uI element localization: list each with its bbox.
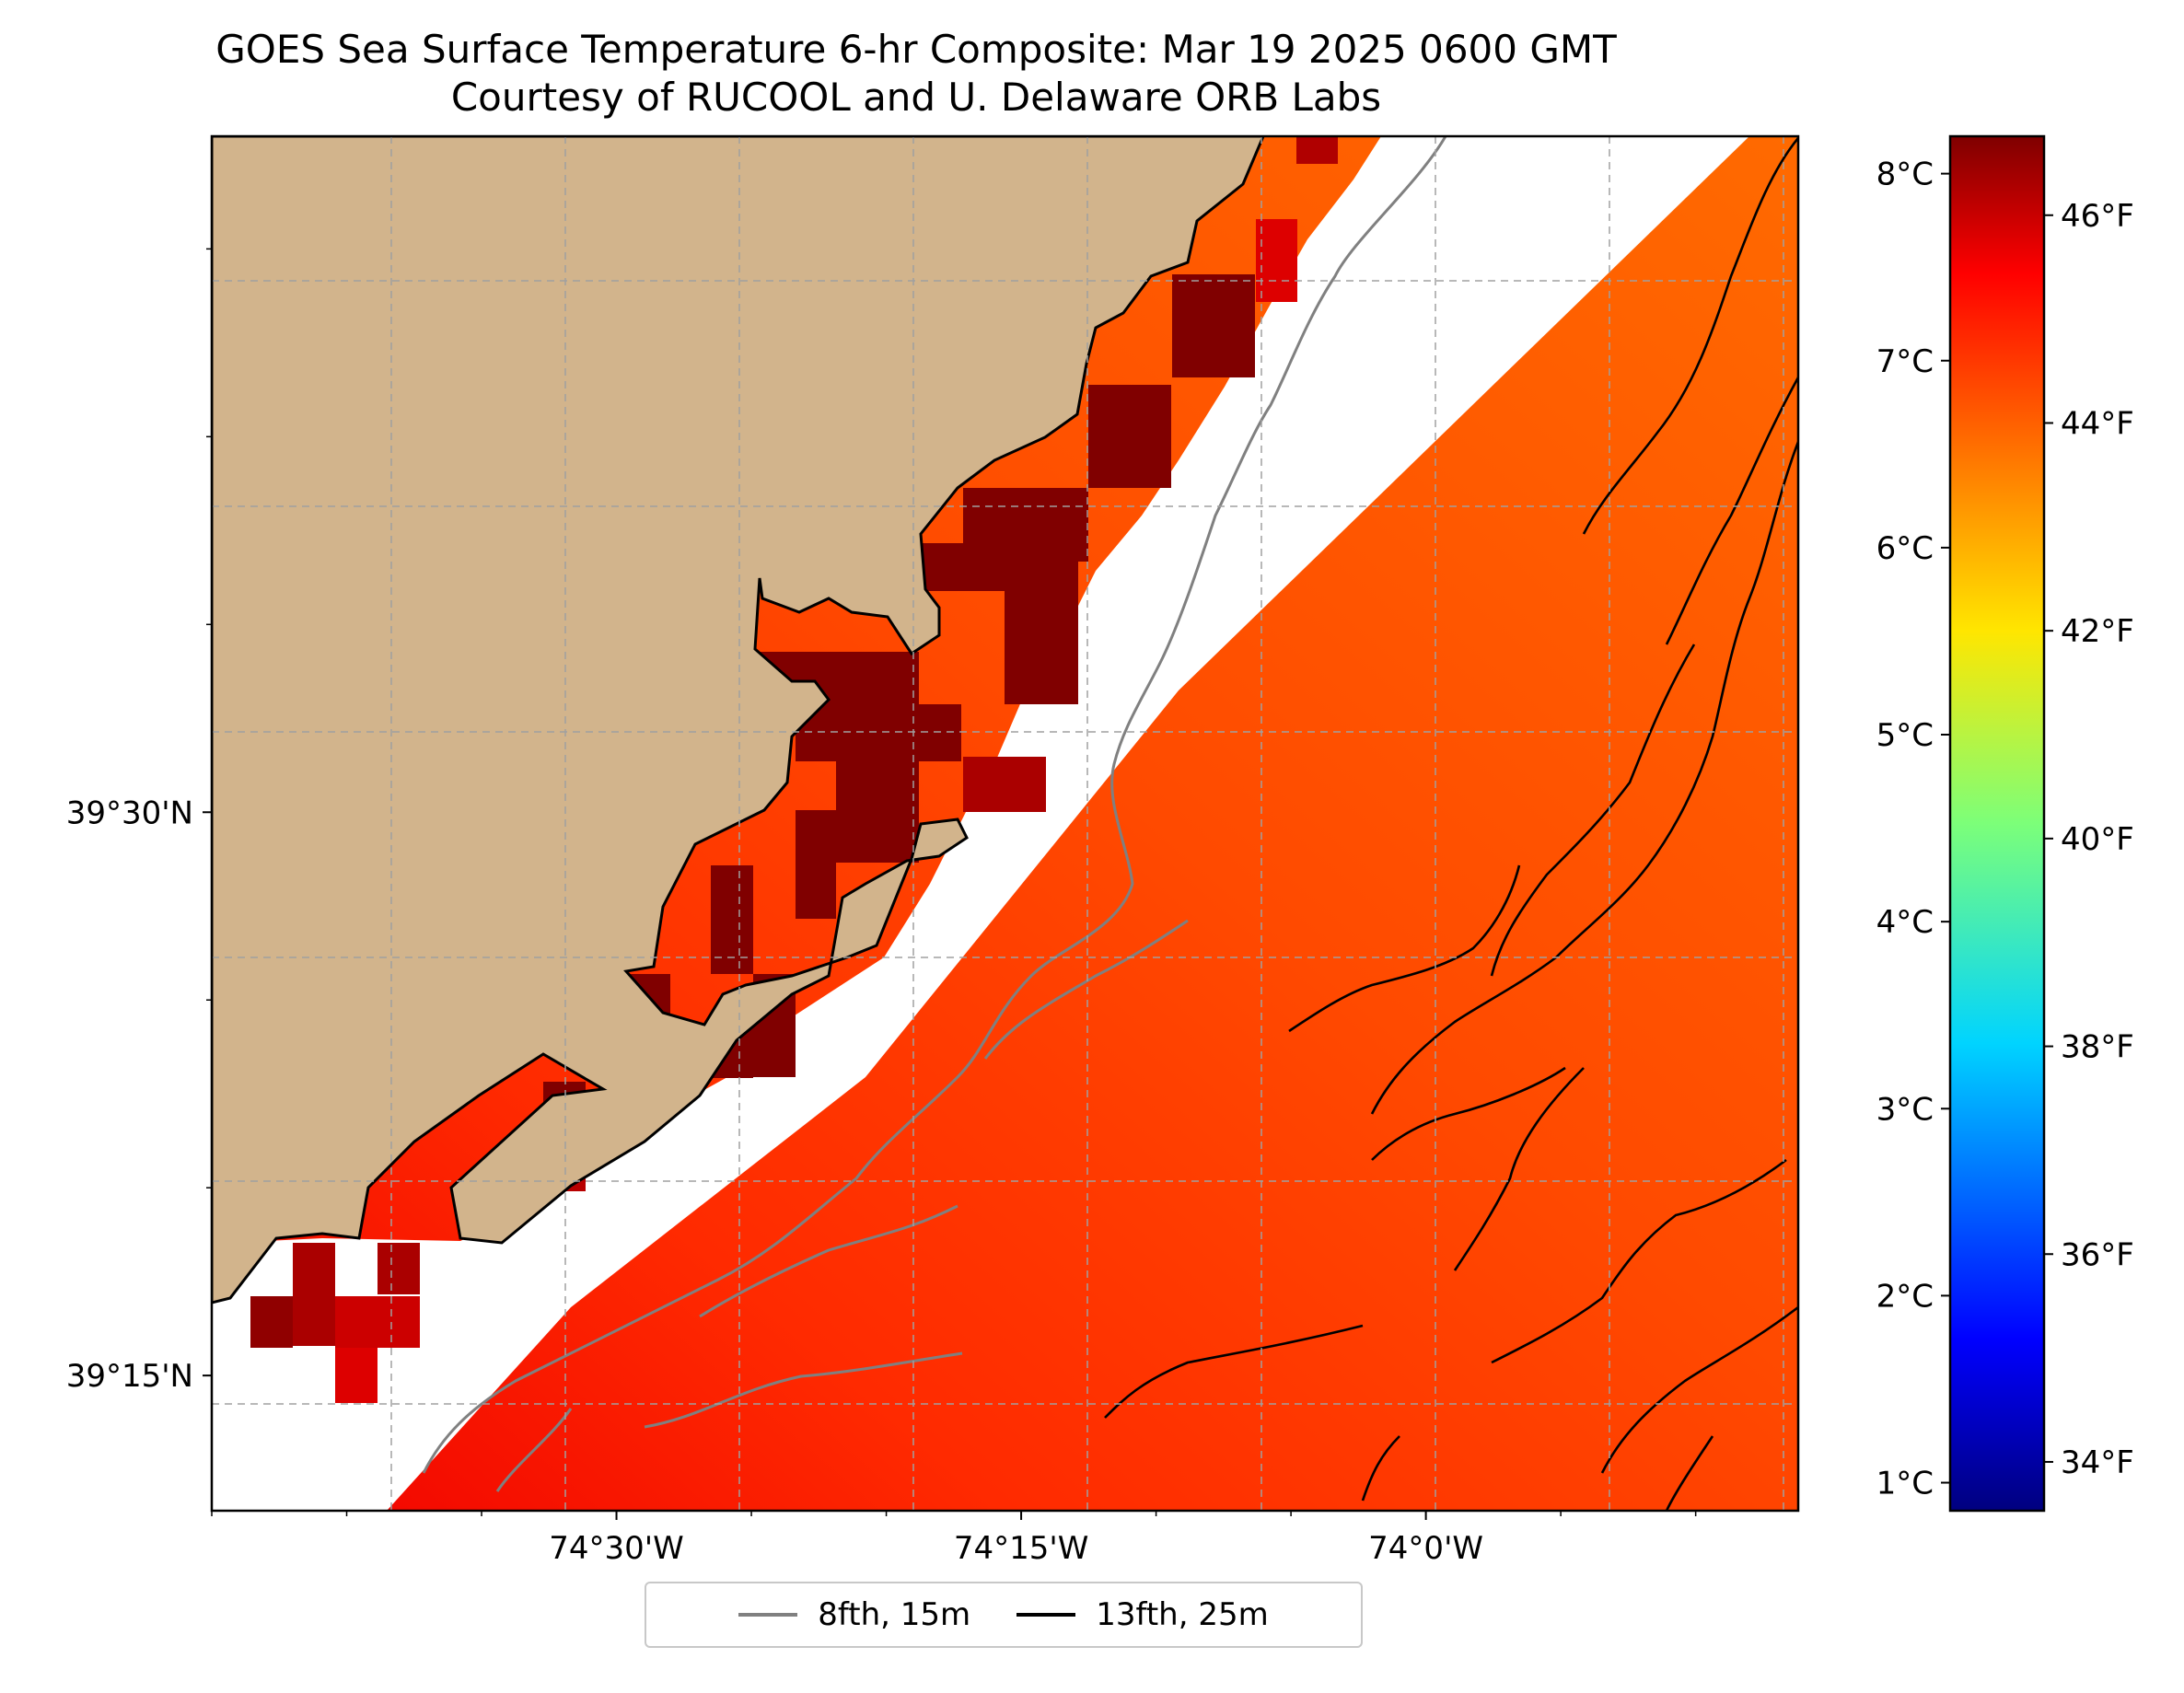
celsius-tick-label: 7°C <box>1876 343 1934 380</box>
graticule <box>212 136 1798 1511</box>
fahrenheit-tick-label: 34°F <box>2061 1444 2134 1481</box>
celsius-tick-label: 2°C <box>1876 1278 1934 1315</box>
legend-label-25m: 13fth, 25m <box>1096 1596 1269 1633</box>
fahrenheit-tick-label: 40°F <box>2061 821 2134 858</box>
land-area <box>212 136 1265 1305</box>
lon-tick-label: 74°30'W <box>549 1530 684 1567</box>
fahrenheit-tick-label: 46°F <box>2061 198 2134 235</box>
title-line-2: Courtesy of RUCOOL and U. Delaware ORB L… <box>450 75 1382 120</box>
celsius-tick-label: 8°C <box>1876 157 1934 193</box>
lon-tick-label: 74°15'W <box>954 1530 1089 1567</box>
legend-entry-15m: 8fth, 15m <box>738 1596 970 1633</box>
lat-tick-label: 39°30'N <box>66 794 193 831</box>
colorbar-ticks: 1°C 2°C 3°C 4°C 5°C 6°C 7°C 8°C 34°F 36°F 38°F 40°F… <box>1876 157 2134 1502</box>
celsius-tick-label: 4°C <box>1876 904 1934 941</box>
isobath-15m-contour <box>422 136 1447 1492</box>
chart-title: GOES Sea Surface Temperature 6-hr Compos… <box>138 26 1694 122</box>
legend-line-black-icon <box>1016 1613 1076 1617</box>
isobath-25m-contour <box>1104 137 1798 1511</box>
celsius-tick-label: 1°C <box>1876 1466 1934 1502</box>
legend-line-gray-icon <box>738 1613 798 1617</box>
legend-label-15m: 8fth, 15m <box>818 1596 971 1633</box>
celsius-tick-label: 5°C <box>1876 717 1934 754</box>
title-line-1: GOES Sea Surface Temperature 6-hr Compos… <box>215 27 1617 72</box>
map-content <box>212 136 1798 1511</box>
celsius-tick-label: 6°C <box>1876 530 1934 567</box>
map-frame <box>210 134 1800 1513</box>
lat-tick-label: 39°15'N <box>66 1358 193 1395</box>
fahrenheit-tick-label: 38°F <box>2061 1029 2134 1066</box>
fahrenheit-tick-label: 42°F <box>2061 613 2134 650</box>
map-axis-ticks: 74°30'W 74°15'W 74°0'W 39°30'N 39°15'N <box>66 248 1697 1567</box>
fahrenheit-tick-label: 44°F <box>2061 405 2134 442</box>
legend: 8fth, 15m 13fth, 25m <box>645 1582 1363 1648</box>
lon-tick-label: 74°0'W <box>1368 1530 1483 1567</box>
fahrenheit-tick-label: 36°F <box>2061 1236 2134 1273</box>
legend-entry-25m: 13fth, 25m <box>1016 1596 1269 1633</box>
colorbar <box>1948 134 2046 1513</box>
warm-pixels <box>250 136 1338 1403</box>
celsius-tick-label: 3°C <box>1876 1091 1934 1128</box>
